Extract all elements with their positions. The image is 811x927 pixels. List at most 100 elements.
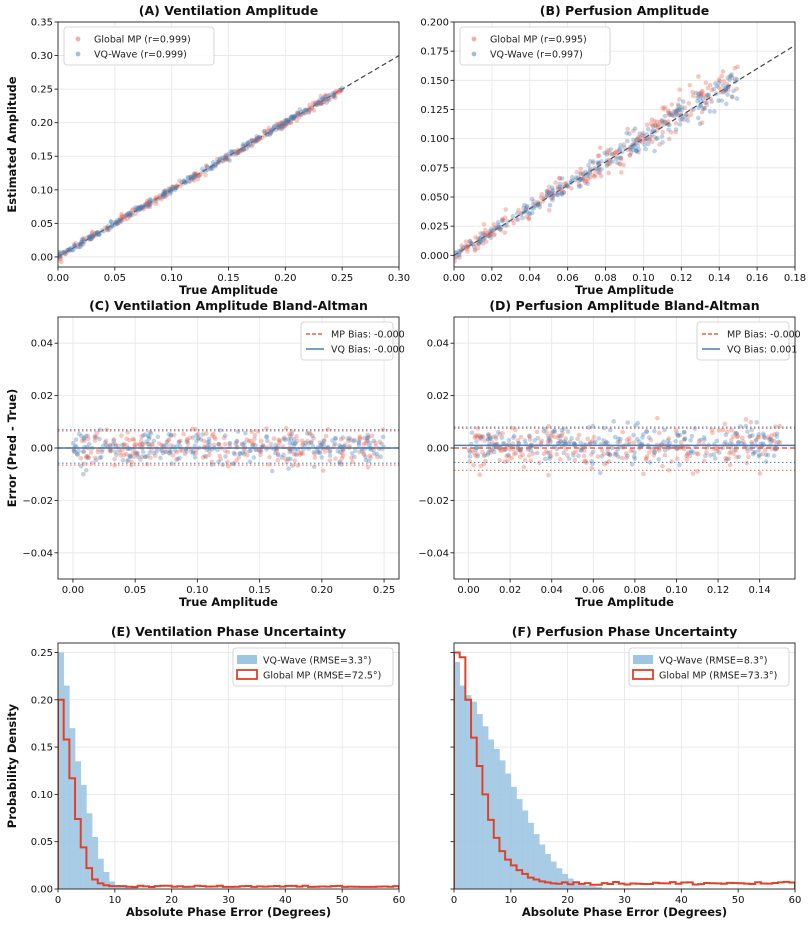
- scatter-point: [542, 456, 548, 462]
- scatter-point: [720, 83, 726, 88]
- histogram-bar: [75, 761, 82, 889]
- scatter-point: [247, 459, 253, 465]
- scatter-point: [720, 69, 726, 74]
- scatter-point: [183, 179, 189, 185]
- scatter-point: [584, 178, 590, 184]
- scatter-point: [132, 442, 137, 448]
- scatter-point: [673, 129, 679, 135]
- scatter-point: [668, 111, 674, 116]
- scatter-point: [90, 229, 95, 235]
- scatter-point: [459, 243, 464, 249]
- scatter-point: [732, 76, 738, 81]
- scatter-point: [76, 448, 81, 454]
- scatter-point: [240, 450, 246, 455]
- scatter-point: [117, 217, 122, 223]
- scatter-point: [598, 159, 604, 164]
- scatter-point: [595, 161, 601, 167]
- scatter-point: [296, 111, 301, 116]
- scatter-point: [234, 150, 240, 156]
- scatter-point: [190, 451, 196, 456]
- scatter-point: [292, 113, 297, 119]
- scatter-point: [352, 448, 358, 453]
- scatter-point: [295, 110, 300, 116]
- scatter-point: [559, 191, 565, 196]
- scatter-point: [583, 169, 588, 175]
- scatter-point: [693, 90, 699, 96]
- scatter-point: [550, 192, 556, 197]
- scatter-point: [286, 118, 291, 124]
- scatter-point: [756, 453, 762, 459]
- panel-d: 0.00 0.02 0.04 0.06 0.08 0.10 0.12 0.14−0.04−0.…: [418, 298, 800, 609]
- scatter-point: [331, 443, 337, 448]
- scatter-point: [590, 449, 596, 455]
- scatter-point: [675, 102, 681, 107]
- scatter-point: [187, 179, 193, 184]
- scatter-point: [710, 430, 715, 436]
- scatter-point: [103, 438, 109, 444]
- scatter-point: [561, 190, 566, 195]
- scatter-point: [695, 98, 700, 104]
- scatter-point: [136, 205, 142, 211]
- scatter-point: [487, 230, 493, 236]
- scatter-point: [633, 148, 639, 154]
- scatter-point: [80, 471, 86, 477]
- scatter-point: [463, 243, 469, 249]
- scatter-point: [380, 434, 386, 440]
- scatter-point: [286, 120, 292, 126]
- scatter-point: [686, 450, 691, 456]
- scatter-point: [88, 234, 93, 239]
- scatter-point: [732, 65, 737, 71]
- scatter-point: [545, 188, 550, 194]
- scatter-point: [529, 210, 535, 216]
- scatter-point: [579, 445, 584, 451]
- histogram-bar: [596, 887, 603, 889]
- scatter-point: [511, 220, 516, 226]
- scatter-point: [212, 434, 217, 440]
- scatter-point: [558, 186, 563, 192]
- scatter-point: [133, 450, 138, 456]
- scatter-point: [66, 247, 72, 252]
- scatter-point: [64, 247, 70, 253]
- scatter-point: [203, 163, 209, 168]
- scatter-point: [482, 232, 488, 237]
- scatter-point: [319, 441, 325, 446]
- scatter-point: [190, 174, 196, 180]
- scatter-point: [162, 190, 168, 196]
- x-tick-label: 0.16: [746, 273, 768, 284]
- legend-label: VQ-Wave (RMSE=8.3°): [659, 656, 767, 667]
- scatter-point: [723, 87, 729, 93]
- scatter-point: [87, 236, 93, 242]
- x-axis-label: Absolute Phase Error (Degrees): [126, 905, 331, 919]
- scatter-point: [497, 432, 503, 437]
- x-tick-label: 0.06: [557, 273, 579, 284]
- scatter-point: [601, 451, 607, 457]
- legend-label: VQ-Wave (RMSE=3.3°): [263, 656, 371, 667]
- x-tick-label: 0.10: [186, 585, 208, 596]
- scatter-point: [475, 451, 480, 457]
- scatter-point: [220, 158, 225, 163]
- scatter-point: [576, 184, 582, 189]
- scatter-point: [673, 120, 679, 126]
- x-tick-label: 0: [55, 895, 61, 906]
- scatter-point: [665, 110, 671, 115]
- scatter-point: [618, 143, 623, 148]
- scatter-point: [472, 450, 477, 456]
- scatter-point: [681, 430, 687, 435]
- scatter-point: [140, 449, 146, 455]
- scatter-point: [143, 202, 149, 208]
- scatter-point: [248, 448, 253, 453]
- scatter-point: [733, 79, 738, 84]
- scatter-point: [192, 443, 198, 449]
- scatter-point: [97, 436, 102, 442]
- x-tick-label: 0.04: [541, 585, 563, 596]
- scatter-point: [652, 450, 657, 455]
- scatter-point: [557, 176, 563, 181]
- x-tick-label: 10: [108, 895, 121, 906]
- scatter-point: [74, 452, 80, 457]
- scatter-point: [67, 246, 73, 252]
- y-tick-label: −0.02: [22, 496, 53, 507]
- scatter-point: [637, 138, 643, 144]
- scatter-point: [635, 436, 640, 442]
- scatter-point: [63, 251, 68, 257]
- scatter-point: [632, 450, 637, 455]
